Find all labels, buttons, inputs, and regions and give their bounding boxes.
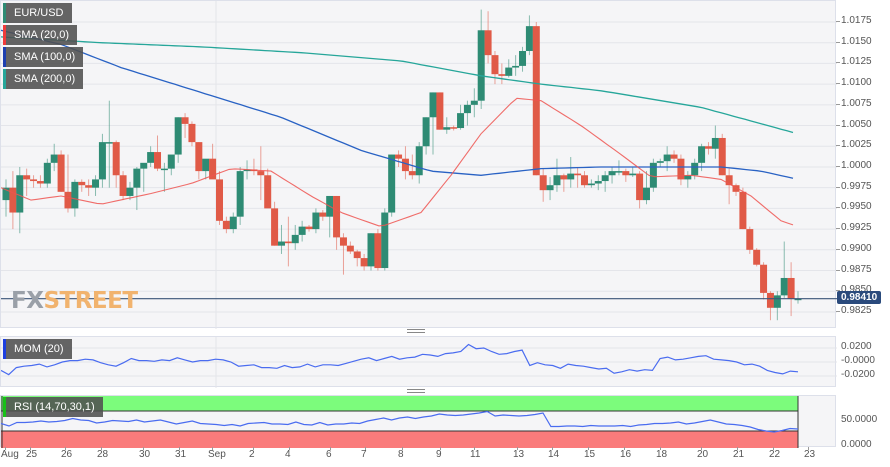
price-tick-label: 1.0050 (841, 118, 872, 130)
legend-swatch-sma200 (3, 69, 6, 89)
momentum-line-chart (1, 337, 837, 388)
price-tick-label: 0.9825 (841, 304, 872, 316)
legend-mom[interactable]: MOM (20) (3, 339, 72, 359)
price-chart-pane[interactable] (0, 0, 837, 329)
time-tick-label: 20 (697, 449, 709, 460)
price-tick-label: 0.9875 (841, 263, 872, 275)
time-tick-label: 4 (285, 449, 291, 460)
legend-sma100-label: SMA (100,0) (14, 51, 76, 63)
rsi-tick-label: 0.0000 (841, 439, 872, 450)
time-tick-label: 28 (97, 449, 109, 460)
price-tick-label: 0.9925 (841, 222, 872, 234)
time-tick-label: 21 (733, 449, 745, 460)
legend-sma200-label: SMA (200,0) (14, 73, 76, 85)
time-tick-label: 9 (436, 449, 442, 460)
time-tick-label: 18 (656, 449, 668, 460)
legend-rsi-label: RSI (14,70,30,1) (14, 401, 95, 413)
fxstreet-watermark-logo: FXSTREET (11, 288, 138, 314)
legend-sma20-label: SMA (20,0) (14, 29, 70, 41)
time-tick-label: 31 (175, 449, 187, 460)
legend-swatch-instrument (3, 3, 6, 23)
momentum-tick-label: -0.0000 (841, 355, 875, 366)
time-tick-label: 6 (326, 449, 332, 460)
time-tick-label: 13 (513, 449, 525, 460)
rsi-line-chart (1, 396, 799, 448)
legend-swatch-mom (3, 339, 6, 359)
time-tick-label: 2 (249, 449, 255, 460)
rsi-tick-label: 50.0000 (841, 414, 878, 425)
candlestick-chart[interactable] (1, 1, 837, 329)
time-tick-label: Sep (208, 449, 226, 460)
price-tick-label: 1.0150 (841, 35, 872, 47)
watermark-street: STREET (43, 288, 138, 314)
legend-sma20[interactable]: SMA (20,0) (3, 25, 78, 45)
watermark-fx: FX (11, 288, 44, 314)
price-tick-label: 1.0125 (841, 56, 872, 68)
time-tick-label: 30 (139, 449, 151, 460)
price-tick-label: 1.0075 (841, 97, 872, 109)
legend-swatch-sma20 (3, 25, 6, 45)
time-tick-label: 8 (398, 449, 404, 460)
current-price-tag: 0.98410 (837, 291, 882, 304)
legend-swatch-sma100 (3, 47, 6, 67)
time-tick-label: 7 (361, 449, 367, 460)
legend-mom-label: MOM (20) (14, 343, 64, 355)
momentum-pane[interactable] (0, 336, 837, 388)
time-tick-label: 11 (470, 449, 481, 460)
price-tick-label: 1.0025 (841, 139, 872, 151)
price-tick-label: 0.9975 (841, 180, 872, 192)
time-tick-label: 25 (26, 449, 38, 460)
legend-instrument[interactable]: EUR/USD (3, 3, 72, 23)
price-tick-label: 0.9850 (841, 284, 872, 296)
time-tick-label: 22 (769, 449, 781, 460)
legend-swatch-rsi (3, 397, 6, 417)
pane-resize-handle-mom[interactable] (407, 329, 425, 333)
time-tick-label: 26 (61, 449, 73, 460)
time-tick-label: 14 (548, 449, 560, 460)
momentum-tick-label: -0.0200 (841, 369, 875, 380)
time-tick-label: Aug (1, 449, 19, 460)
momentum-tick-label: 0.0200 (841, 341, 872, 352)
time-tick-label: 23 (804, 449, 816, 460)
legend-instrument-label: EUR/USD (14, 7, 64, 19)
price-tick-label: 0.9950 (841, 201, 872, 213)
legend-sma200[interactable]: SMA (200,0) (3, 69, 84, 89)
price-tick-label: 1.0100 (841, 77, 872, 89)
rsi-pane[interactable] (0, 395, 836, 448)
legend-rsi[interactable]: RSI (14,70,30,1) (3, 397, 103, 417)
price-tick-label: 1.0000 (841, 159, 872, 171)
pane-resize-handle-rsi[interactable] (407, 389, 425, 393)
legend-sma100[interactable]: SMA (100,0) (3, 47, 84, 67)
time-tick-label: 16 (620, 449, 632, 460)
price-tick-label: 1.0175 (841, 15, 872, 26)
time-tick-label: 15 (584, 449, 596, 460)
price-tick-label: 0.9900 (841, 242, 872, 254)
